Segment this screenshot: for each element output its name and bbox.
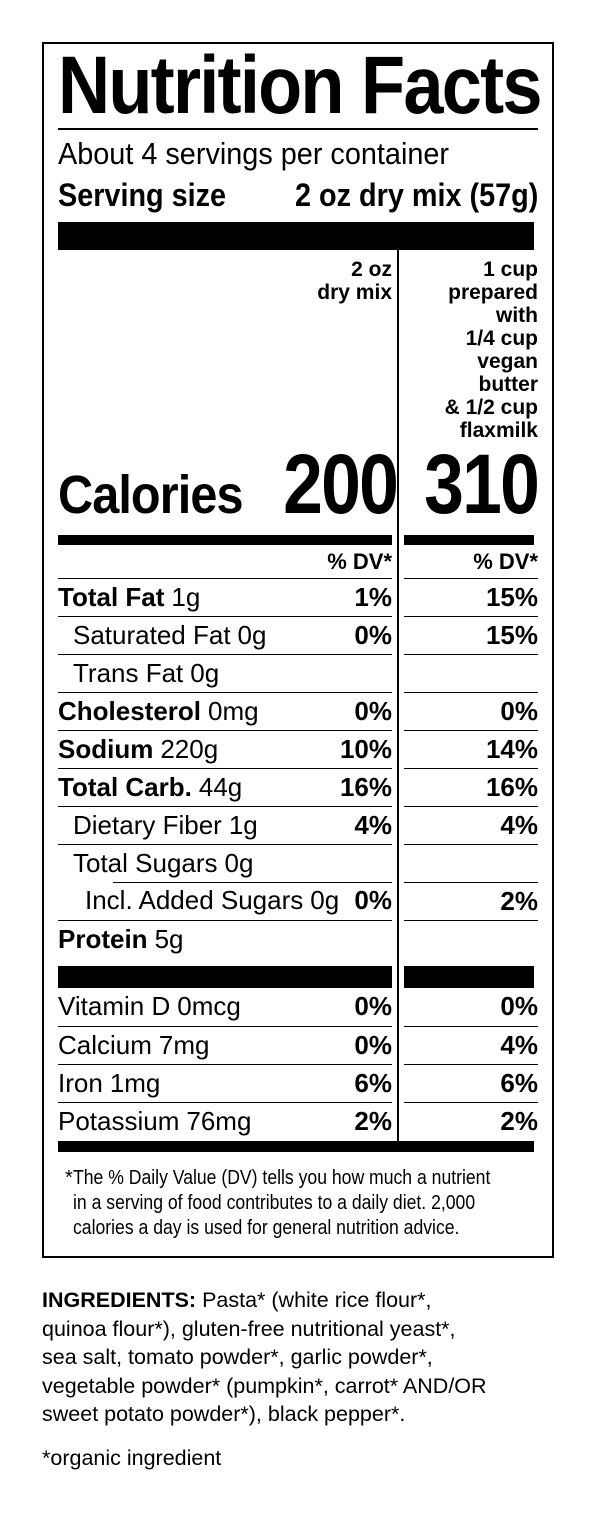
column-divider: [397, 250, 399, 1141]
footnote-asterisk: *: [65, 1167, 73, 1189]
medium-bar-under-calories: [58, 535, 538, 545]
thick-bar-top: [58, 222, 534, 250]
thick-bar-above-vitamins: [58, 966, 538, 988]
title-rule: [58, 128, 538, 130]
nutrient-row-total-sugars: Total Sugars 0g: [58, 844, 538, 882]
nutrient-row-total-fat: Total Fat 1g 1% 15%: [58, 578, 538, 616]
calories-value-dry: 200: [283, 437, 399, 531]
dual-column-section: 2 oz dry mix 1 cup prepared with 1/4 cup…: [58, 250, 540, 1152]
thick-bar-bottom: [58, 1141, 534, 1152]
nutrition-facts-panel: Nutrition Facts About 4 servings per con…: [42, 42, 554, 1258]
nutrient-row-saturated-fat: Saturated Fat 0g 0% 15%: [58, 616, 538, 654]
calories-value-prepared: 310: [424, 437, 540, 531]
vitamin-row-iron: Iron 1mg 6% 6%: [58, 1064, 538, 1102]
vitamin-row-potassium: Potassium 76mg 2% 2%: [58, 1102, 538, 1140]
nutrient-row-trans-fat: Trans Fat 0g: [58, 654, 538, 692]
nutrient-row-protein: Protein 5g: [58, 920, 538, 958]
nutrient-row-cholesterol: Cholesterol 0mg 0% 0%: [58, 692, 538, 730]
organic-ingredient-note: *organic ingredient: [42, 1446, 222, 1470]
serving-size-label: Serving size: [58, 177, 227, 213]
ingredients-label: INGREDIENTS:: [42, 1288, 197, 1312]
daily-value-header-row: % DV* % DV*: [58, 545, 538, 578]
nutrient-row-dietary-fiber: Dietary Fiber 1g 4% 4%: [58, 806, 538, 844]
nutrient-row-sodium: Sodium 220g 10% 14%: [58, 730, 538, 768]
dv-header-prepared: % DV*: [473, 549, 538, 574]
vitamin-row-calcium: Calcium 7mg 0% 4%: [58, 1026, 538, 1064]
column-header-prepared: 1 cup prepared with 1/4 cup vegan butter…: [444, 258, 538, 442]
daily-value-footnote: * The % Daily Value (DV) tells you how m…: [58, 1166, 538, 1241]
serving-size-row: Serving size 2 oz dry mix (57g): [58, 175, 538, 215]
ingredients-text: Pasta* (white rice flour*, quinoa flour*…: [42, 1288, 487, 1426]
vitamin-row-vitamin-d: Vitamin D 0mcg 0% 0%: [58, 991, 538, 1021]
serving-size-value: 2 oz dry mix (57g): [294, 177, 538, 213]
ingredients-section: INGREDIENTS: Pasta* (white rice flour*, …: [42, 1286, 567, 1429]
column-header-dry-mix: 2 oz dry mix: [317, 258, 392, 304]
dv-header-dry: % DV*: [327, 549, 392, 574]
calories-row: Calories 200 310: [58, 437, 540, 535]
calories-label: Calories: [58, 465, 243, 525]
panel-title: Nutrition Facts: [58, 40, 543, 131]
nutrient-row-total-carb: Total Carb. 44g 16% 16%: [58, 768, 538, 806]
nutrient-row-added-sugars: Incl. Added Sugars 0g 0% 2%: [58, 882, 538, 920]
servings-per-container: About 4 servings per container: [58, 136, 450, 171]
footnote-text: The % Daily Value (DV) tells you how muc…: [72, 1167, 491, 1239]
column-headers-row: 2 oz dry mix 1 cup prepared with 1/4 cup…: [58, 250, 538, 442]
